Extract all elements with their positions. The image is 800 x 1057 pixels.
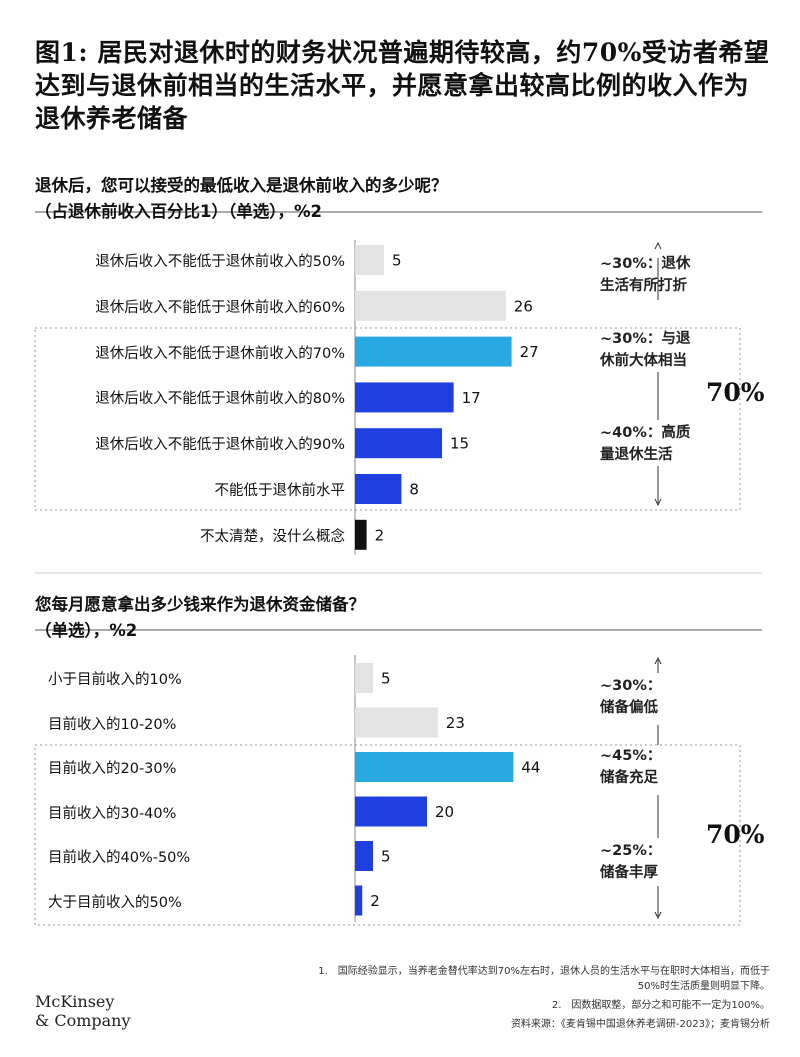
annotation: ~45%：储备充足: [600, 748, 662, 786]
value-label: 5: [381, 848, 391, 866]
value-label: 5: [392, 252, 402, 270]
bar: [355, 885, 363, 916]
value-label: 15: [450, 435, 469, 453]
bar: [355, 841, 373, 871]
footnote: 1. 国际经验显示，当养老金替代率达到70%左右时，退休人员的生活水平与在职时大…: [318, 966, 770, 992]
footnote: 2. 因数据取整，部分之和可能不一定为100%。: [551, 1000, 770, 1011]
value-label: 5: [381, 670, 391, 688]
value-label: 44: [521, 759, 540, 777]
value-label: 17: [462, 389, 481, 407]
annotation: ~40%：高质量退休生活: [600, 425, 691, 463]
category-label: 退休后收入不能低于退休前收入的50%: [95, 254, 345, 270]
annotation: ~25%：储备丰厚: [600, 843, 662, 881]
category-label: 小于目前收入的10%: [48, 672, 182, 688]
bar: [355, 663, 373, 693]
source: 资料来源：《麦肯锡中国退休养老调研-2023》；麦肯锡分析: [510, 1019, 770, 1030]
arrowhead: [654, 241, 662, 250]
page-title: 图1: 居民对退休时的财务状况普遍期待较高，约70%受访者希望达到与退休前相当的…: [35, 38, 770, 133]
bar: [355, 474, 402, 504]
logo: & Company: [35, 1011, 131, 1030]
bar: [355, 519, 367, 550]
category-label: 目前收入的10-20%: [48, 716, 177, 733]
category-label: 退休后收入不能低于退休前收入的90%: [95, 437, 345, 454]
total-annotation: 70%: [706, 820, 765, 849]
bar: [355, 382, 454, 413]
logo: McKinsey: [35, 992, 115, 1011]
chart-subtitle: （单选），%2: [35, 621, 138, 640]
highlight-box: [34, 327, 741, 511]
value-label: 27: [520, 343, 539, 361]
value-label: 2: [375, 526, 385, 544]
chart-title: 退休后，您可以接受的最低收入是退休前收入的多少呢？: [35, 176, 448, 195]
value-label: 8: [409, 481, 419, 499]
bar: [355, 290, 506, 321]
category-label: 大于目前收入的50%: [48, 894, 182, 911]
annotation: ~30%：与退休前大体相当: [600, 331, 691, 369]
category-label: 目前收入的40%-50%: [48, 850, 191, 866]
arrowhead: [654, 911, 662, 920]
bar: [355, 707, 438, 738]
chart-subtitle: （占退休前收入百分比1）（单选），%2: [35, 202, 322, 221]
bar: [355, 336, 512, 367]
bar: [355, 428, 442, 459]
value-label: 23: [446, 714, 465, 732]
arrowhead: [654, 498, 662, 507]
value-label: 20: [435, 803, 454, 821]
category-label: 不能低于退休前水平: [214, 483, 346, 499]
bar: [355, 752, 514, 782]
arrowhead: [654, 656, 662, 665]
total-annotation: 70%: [706, 378, 765, 407]
annotation: ~30%：储备偏低: [600, 678, 662, 716]
value-label: 2: [370, 892, 380, 910]
category-label: 不太清楚，没什么概念: [200, 528, 345, 545]
category-label: 退休后收入不能低于退休前收入的60%: [95, 299, 345, 316]
highlight-box: [34, 744, 741, 926]
chart-title: 您每月愿意拿出多少钱来作为退休资金储备？: [35, 595, 365, 614]
category-label: 目前收入的20-30%: [48, 761, 177, 777]
category-label: 目前收入的30-40%: [48, 805, 177, 822]
category-label: 退休后收入不能低于退休前收入的70%: [95, 345, 345, 362]
bar: [355, 796, 427, 827]
annotation: ~30%：退休生活有所打折: [600, 256, 691, 294]
bar: [355, 245, 384, 275]
category-label: 退休后收入不能低于退休前收入的80%: [95, 391, 345, 408]
value-label: 26: [514, 297, 533, 315]
